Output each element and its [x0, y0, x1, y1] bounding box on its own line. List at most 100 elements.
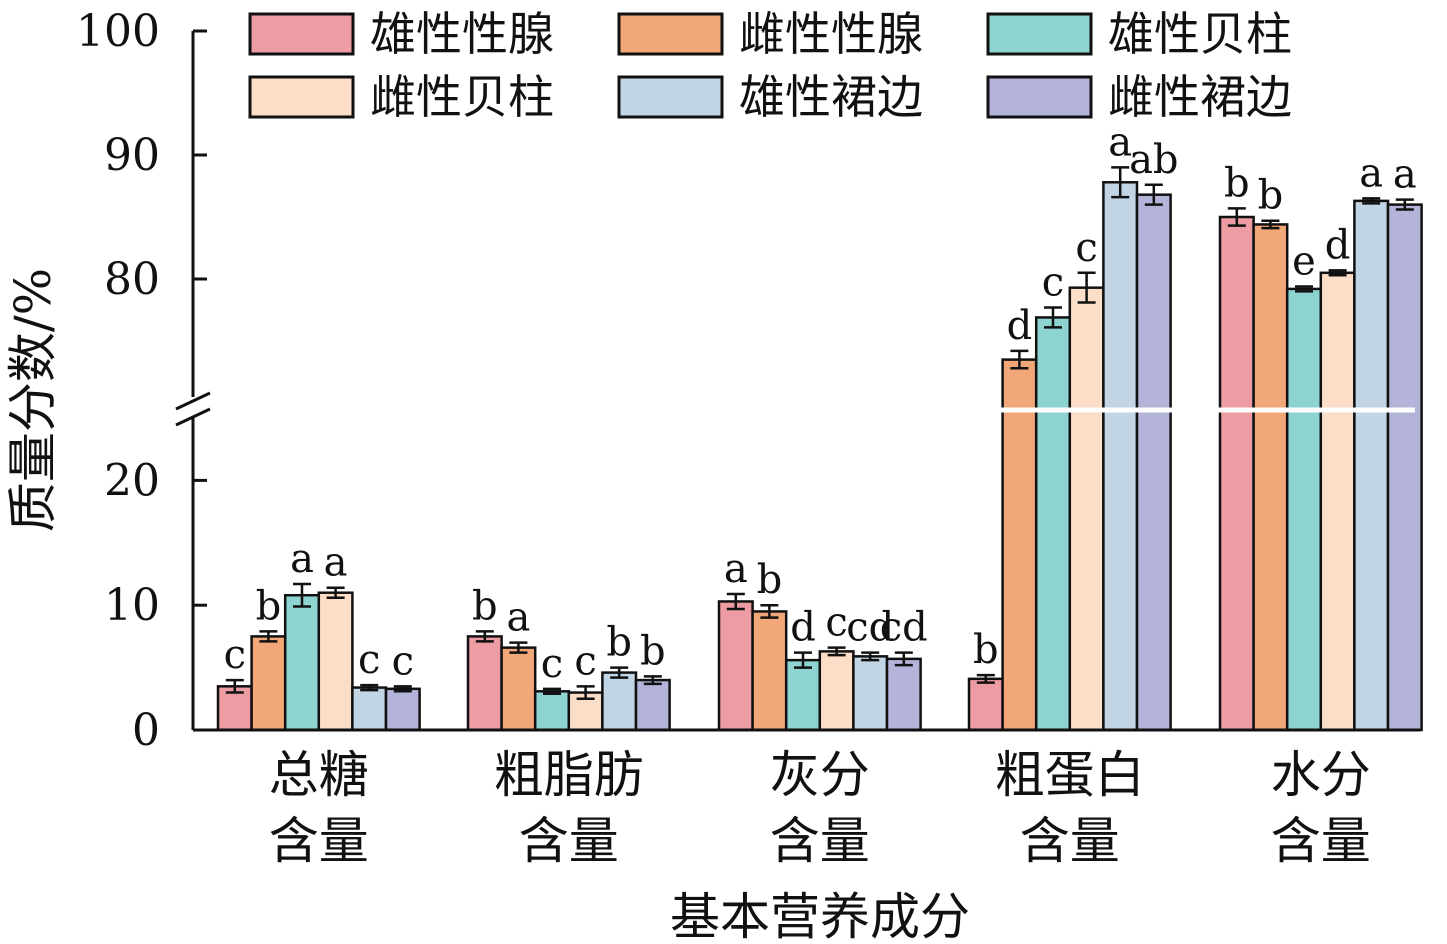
- error-bar: [543, 687, 561, 696]
- significance-label: b: [1258, 173, 1284, 219]
- significance-label: b: [973, 627, 999, 673]
- legend-item: 雌性裙边: [986, 70, 1292, 124]
- axis-break-mark: [175, 391, 211, 427]
- bar-5-2: [601, 671, 638, 732]
- error-bar: [1261, 219, 1280, 230]
- legend-swatch: [617, 12, 724, 56]
- error-bar: [326, 586, 345, 599]
- bar-6-3: [885, 657, 922, 732]
- significance-label: b: [1224, 160, 1250, 206]
- bar-4-5: [1319, 271, 1356, 732]
- significance-label: a: [506, 595, 530, 641]
- legend-swatch: [986, 75, 1093, 119]
- x-category-label: 含量: [1020, 812, 1120, 870]
- x-category-label: 含量: [269, 812, 369, 870]
- legend-item: 雌性性腺: [617, 7, 923, 61]
- significance-label: a: [1359, 150, 1383, 196]
- bar-4-4: [1068, 286, 1105, 732]
- legend-item: 雌性贝柱: [248, 70, 554, 124]
- x-category-label: 粗脂肪: [494, 746, 644, 804]
- error-bar: [509, 641, 528, 654]
- error-bar: [827, 646, 846, 657]
- significance-label: c: [392, 638, 414, 684]
- error-bar: [894, 651, 913, 667]
- bar-1-3: [717, 600, 754, 732]
- significance-label: a: [1393, 152, 1417, 198]
- legend-swatch: [617, 75, 724, 119]
- legend-swatch: [986, 12, 1093, 56]
- legend-label: 雄性裙边: [739, 70, 923, 124]
- legend-label: 雌性裙边: [1108, 70, 1292, 124]
- x-category-label: 灰分: [770, 746, 870, 804]
- significance-label: b: [757, 557, 783, 603]
- significance-label: ab: [1129, 137, 1178, 183]
- legend-swatch: [248, 75, 355, 119]
- y-tick-label: 80: [104, 254, 160, 305]
- significance-label: c: [358, 637, 380, 683]
- error-bar: [225, 678, 244, 694]
- legend-label: 雄性性腺: [370, 7, 554, 61]
- error-bar: [861, 651, 880, 662]
- axes-group: 0 10 20 80 90 100: [76, 6, 1420, 756]
- error-bar: [259, 630, 278, 643]
- bar-5-1: [351, 686, 388, 732]
- bar-5-3: [852, 655, 889, 732]
- significance-label: c: [574, 638, 596, 684]
- bar-1-4: [967, 677, 1004, 732]
- legend-label: 雄性贝柱: [1108, 7, 1292, 61]
- significance-label: c: [541, 641, 563, 687]
- error-bar: [610, 666, 629, 679]
- significance-label: d: [790, 605, 816, 651]
- bar-6-4: [1135, 193, 1172, 732]
- legend-item: 雄性性腺: [248, 7, 554, 61]
- error-bar: [794, 651, 812, 669]
- significance-label: a: [1108, 119, 1132, 165]
- significance-label: b: [640, 628, 666, 674]
- bar-2-4: [1001, 358, 1038, 732]
- legend-swatch: [248, 12, 355, 56]
- significance-label: b: [472, 583, 498, 629]
- bar-6-1: [384, 687, 421, 732]
- bar-2-3: [751, 610, 788, 732]
- x-category-label: 总糖: [269, 746, 369, 804]
- error-bar: [1044, 306, 1062, 329]
- significance-label: b: [606, 620, 632, 666]
- significance-label: c: [224, 632, 246, 678]
- legend-label: 雌性性腺: [739, 7, 923, 61]
- significance-label: a: [324, 540, 348, 586]
- bar-3-2: [533, 690, 571, 732]
- error-bar: [1295, 285, 1313, 293]
- error-bar: [1395, 198, 1414, 211]
- significance-label: d: [1325, 222, 1351, 268]
- significance-label: c: [825, 600, 847, 646]
- bar-4-3: [818, 650, 855, 732]
- error-bar: [1362, 197, 1381, 205]
- bar-3-3: [784, 658, 822, 732]
- error-bar: [1010, 349, 1029, 370]
- legend-item: 雄性裙边: [617, 70, 923, 124]
- x-category-label: 含量: [519, 812, 619, 870]
- x-axis-title: 基本营养成分: [670, 888, 970, 944]
- error-bar: [1227, 207, 1246, 227]
- error-bar: [1328, 269, 1347, 277]
- significance-label: cd: [846, 605, 894, 651]
- error-bar: [1077, 271, 1096, 304]
- error-bar: [475, 630, 494, 643]
- bars-group: [195, 181, 1423, 732]
- y-tick-label: 0: [132, 705, 160, 756]
- bar-6-5: [1386, 203, 1423, 732]
- y-tick-label: 90: [104, 130, 160, 181]
- significance-label: cd: [880, 605, 928, 651]
- error-bar: [360, 683, 379, 692]
- significance-label: a: [290, 536, 314, 582]
- error-bar: [1144, 183, 1163, 206]
- error-bars-group: [225, 166, 1414, 701]
- bar-2-2: [500, 646, 537, 732]
- significance-label: c: [1075, 225, 1097, 271]
- legend-label: 雌性贝柱: [370, 70, 554, 124]
- bar-1-5: [1218, 215, 1255, 732]
- bar-6-2: [634, 678, 671, 732]
